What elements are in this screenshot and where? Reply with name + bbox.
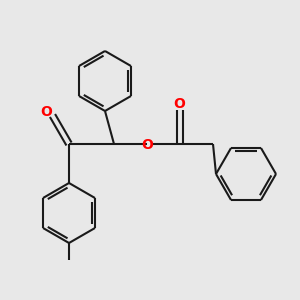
Text: O: O — [40, 105, 52, 119]
Text: O: O — [173, 97, 185, 111]
Text: O: O — [142, 138, 154, 152]
